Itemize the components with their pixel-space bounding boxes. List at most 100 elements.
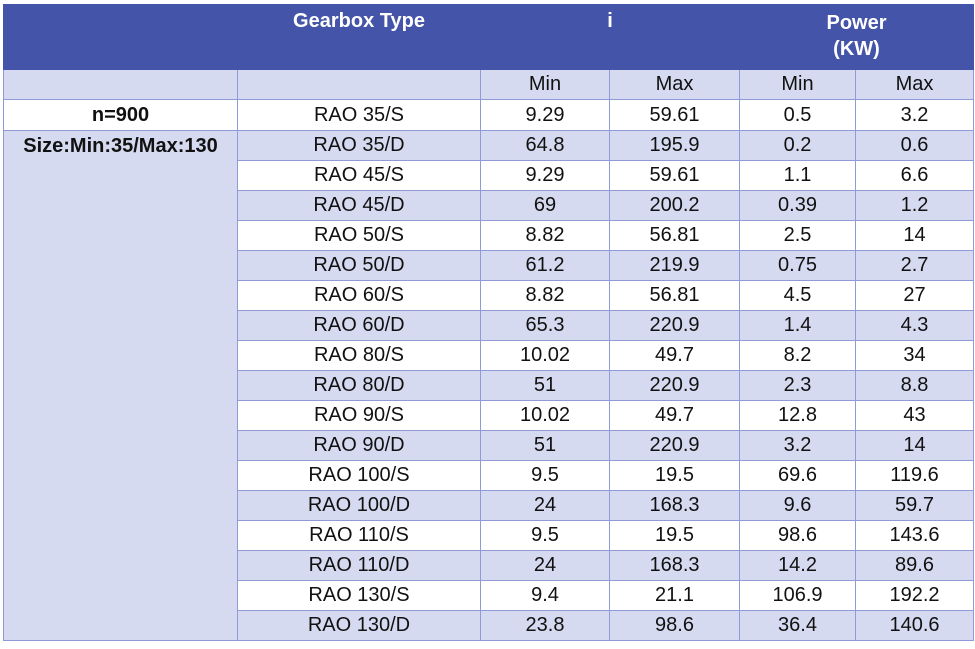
ratio-min-cell: 64.8 bbox=[480, 130, 610, 161]
ratio-min-cell: 10.02 bbox=[480, 400, 610, 431]
power-min-cell: 1.4 bbox=[739, 310, 856, 341]
table-row: RAO 90/D 51 220.9 3.2 14 bbox=[4, 430, 974, 461]
gearbox-type-cell: RAO 110/S bbox=[237, 520, 481, 551]
ratio-min-cell: 24 bbox=[480, 550, 610, 581]
gearbox-type-cell: RAO 130/S bbox=[237, 580, 481, 611]
ratio-min-cell: 9.5 bbox=[480, 520, 610, 551]
ratio-min-cell: 9.5 bbox=[480, 460, 610, 491]
gearbox-type-cell: RAO 80/S bbox=[237, 340, 481, 371]
power-min-cell: 1.1 bbox=[739, 160, 856, 191]
table-row: RAO 100/S 9.5 19.5 69.6 119.6 bbox=[4, 460, 974, 491]
gearbox-type-cell: RAO 45/S bbox=[237, 160, 481, 191]
header-blank-cell bbox=[3, 4, 238, 70]
power-min-cell: 106.9 bbox=[739, 580, 856, 611]
table-row: RAO 50/S 8.82 56.81 2.5 14 bbox=[4, 220, 974, 251]
gearbox-type-cell: RAO 50/S bbox=[237, 220, 481, 251]
power-max-cell: 34 bbox=[855, 340, 974, 371]
subheader-i-max: Max bbox=[609, 69, 740, 100]
ratio-min-cell: 10.02 bbox=[480, 340, 610, 371]
power-min-cell: 2.5 bbox=[739, 220, 856, 251]
power-min-cell: 0.39 bbox=[739, 190, 856, 221]
ratio-min-cell: 9.4 bbox=[480, 580, 610, 611]
ratio-max-cell: 220.9 bbox=[609, 310, 740, 341]
header-gearbox-type: Gearbox Type bbox=[237, 4, 481, 70]
power-min-cell: 9.6 bbox=[739, 490, 856, 521]
ratio-max-cell: 19.5 bbox=[609, 520, 740, 551]
power-max-cell: 140.6 bbox=[855, 610, 974, 641]
power-max-cell: 6.6 bbox=[855, 160, 974, 191]
gearbox-type-cell: RAO 60/S bbox=[237, 280, 481, 311]
ratio-min-cell: 69 bbox=[480, 190, 610, 221]
ratio-min-cell: 23.8 bbox=[480, 610, 610, 641]
gearbox-type-cell: RAO 110/D bbox=[237, 550, 481, 581]
power-min-cell: 0.75 bbox=[739, 250, 856, 281]
power-min-cell: 12.8 bbox=[739, 400, 856, 431]
ratio-max-cell: 19.5 bbox=[609, 460, 740, 491]
gearbox-type-cell: RAO 45/D bbox=[237, 190, 481, 221]
subheader-blank-cell bbox=[3, 69, 238, 100]
table-subheader-row: Min Max Min Max bbox=[3, 69, 974, 100]
ratio-min-cell: 61.2 bbox=[480, 250, 610, 281]
power-min-cell: 14.2 bbox=[739, 550, 856, 581]
power-min-cell: 3.2 bbox=[739, 430, 856, 461]
ratio-max-cell: 220.9 bbox=[609, 430, 740, 461]
table-row: RAO 80/D 51 220.9 2.3 8.8 bbox=[4, 370, 974, 401]
power-max-cell: 14 bbox=[855, 430, 974, 461]
ratio-max-cell: 200.2 bbox=[609, 190, 740, 221]
ratio-min-cell: 24 bbox=[480, 490, 610, 521]
ratio-max-cell: 195.9 bbox=[609, 130, 740, 161]
power-min-cell: 8.2 bbox=[739, 340, 856, 371]
table-row: n=900 RAO 35/S 9.29 59.61 0.5 3.2 bbox=[3, 99, 974, 131]
ratio-min-cell: 9.29 bbox=[480, 160, 610, 191]
ratio-max-cell: 56.81 bbox=[609, 220, 740, 251]
ratio-min-cell: 8.82 bbox=[480, 280, 610, 311]
power-max-cell: 4.3 bbox=[855, 310, 974, 341]
table-row: RAO 80/S 10.02 49.7 8.2 34 bbox=[4, 340, 974, 371]
power-max-cell: 59.7 bbox=[855, 490, 974, 521]
power-max-cell: 2.7 bbox=[855, 250, 974, 281]
gearbox-type-cell: RAO 90/D bbox=[237, 430, 481, 461]
table-row: RAO 130/S 9.4 21.1 106.9 192.2 bbox=[4, 580, 974, 611]
ratio-min-cell: 51 bbox=[480, 370, 610, 401]
gearbox-type-cell: RAO 35/S bbox=[237, 99, 481, 131]
power-max-cell: 1.2 bbox=[855, 190, 974, 221]
table-row: RAO 130/D 23.8 98.6 36.4 140.6 bbox=[4, 610, 974, 641]
header-power-unit: (KW) bbox=[833, 38, 880, 60]
subheader-power-max: Max bbox=[855, 69, 974, 100]
table-row: RAO 45/D 69 200.2 0.39 1.2 bbox=[4, 190, 974, 221]
gearbox-type-cell: RAO 35/D bbox=[237, 130, 481, 161]
table-header-row: Gearbox Type i Power (KW) bbox=[3, 4, 974, 70]
gearbox-type-cell: RAO 90/S bbox=[237, 400, 481, 431]
subheader-i-min: Min bbox=[480, 69, 610, 100]
gearbox-type-cell: RAO 130/D bbox=[237, 610, 481, 641]
ratio-max-cell: 59.61 bbox=[609, 99, 740, 131]
gearbox-spec-table: Gearbox Type i Power (KW) Min Max Min Ma… bbox=[3, 4, 974, 641]
ratio-max-cell: 168.3 bbox=[609, 490, 740, 521]
gearbox-type-cell: RAO 60/D bbox=[237, 310, 481, 341]
gearbox-spec-table-container: Gearbox Type i Power (KW) Min Max Min Ma… bbox=[3, 4, 974, 641]
power-min-cell: 4.5 bbox=[739, 280, 856, 311]
power-min-cell: 98.6 bbox=[739, 520, 856, 551]
ratio-min-cell: 9.29 bbox=[480, 99, 610, 131]
table-row: RAO 60/S 8.82 56.81 4.5 27 bbox=[4, 280, 974, 311]
power-max-cell: 14 bbox=[855, 220, 974, 251]
subheader-blank-cell bbox=[237, 69, 481, 100]
gearbox-type-cell: RAO 80/D bbox=[237, 370, 481, 401]
ratio-max-cell: 21.1 bbox=[609, 580, 740, 611]
ratio-min-cell: 65.3 bbox=[480, 310, 610, 341]
ratio-min-cell: 51 bbox=[480, 430, 610, 461]
ratio-max-cell: 49.7 bbox=[609, 400, 740, 431]
ratio-max-cell: 168.3 bbox=[609, 550, 740, 581]
ratio-max-cell: 56.81 bbox=[609, 280, 740, 311]
power-max-cell: 119.6 bbox=[855, 460, 974, 491]
power-max-cell: 3.2 bbox=[855, 99, 974, 131]
table-row: RAO 60/D 65.3 220.9 1.4 4.3 bbox=[4, 310, 974, 341]
power-max-cell: 143.6 bbox=[855, 520, 974, 551]
power-max-cell: 192.2 bbox=[855, 580, 974, 611]
table-row: RAO 100/D 24 168.3 9.6 59.7 bbox=[4, 490, 974, 521]
power-min-cell: 2.3 bbox=[739, 370, 856, 401]
table-row: RAO 110/D 24 168.3 14.2 89.6 bbox=[4, 550, 974, 581]
ratio-max-cell: 59.61 bbox=[609, 160, 740, 191]
gearbox-type-cell: RAO 100/D bbox=[237, 490, 481, 521]
table-row: RAO 50/D 61.2 219.9 0.75 2.7 bbox=[4, 250, 974, 281]
